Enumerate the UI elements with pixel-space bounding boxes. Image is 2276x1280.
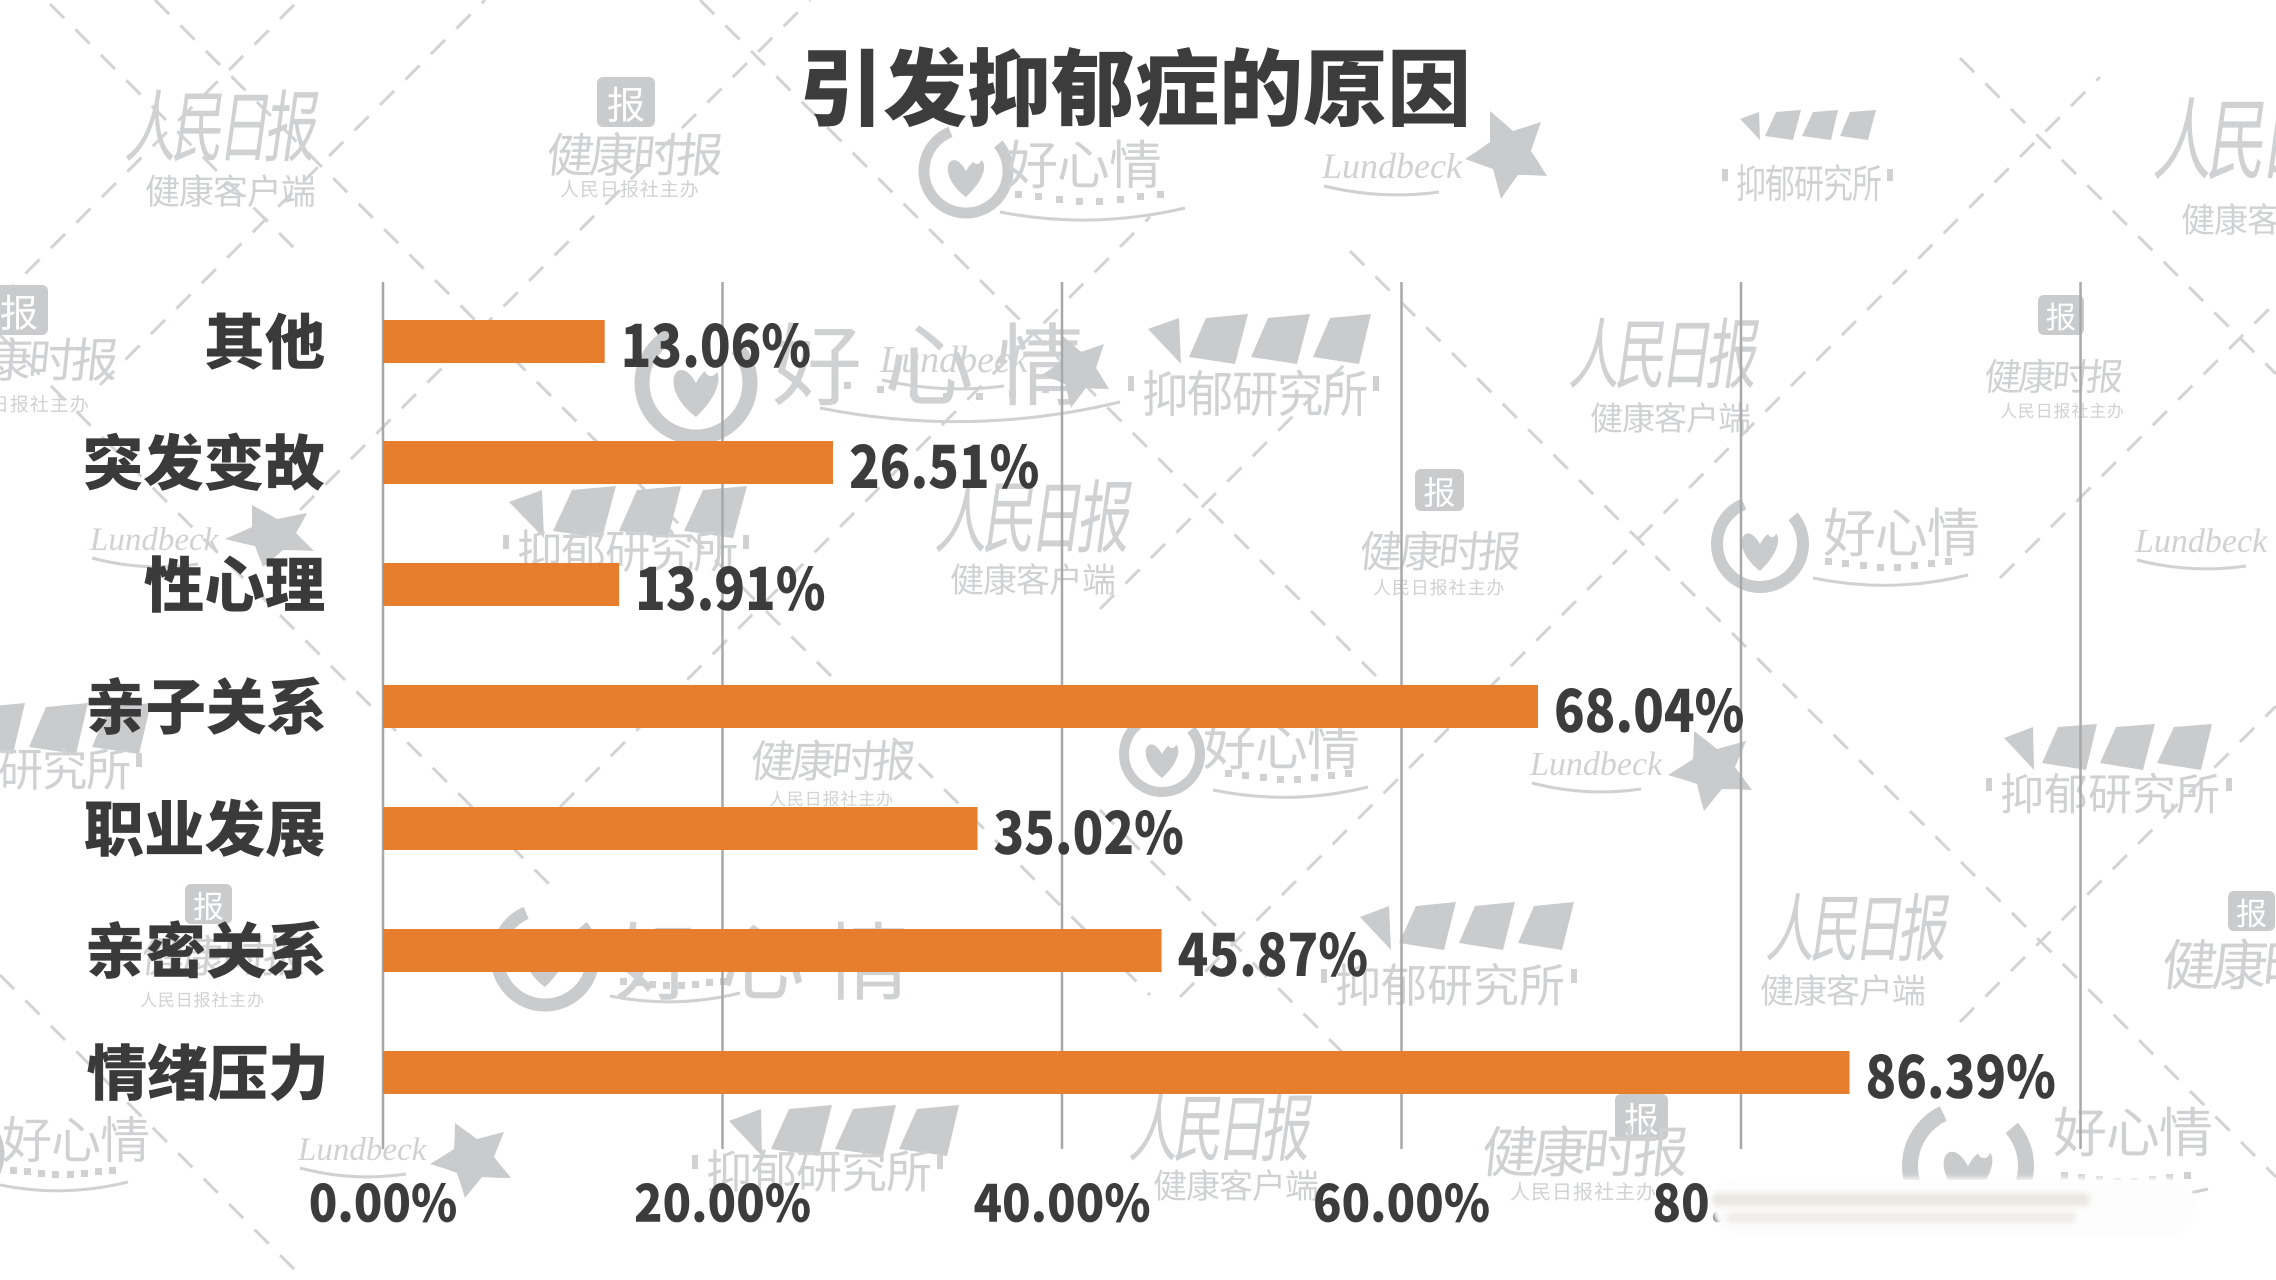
svg-text:Lundbeck: Lundbeck: [1529, 746, 1663, 783]
svg-text:Lundbeck: Lundbeck: [1321, 146, 1463, 186]
svg-text:Lundbeck: Lundbeck: [297, 1132, 428, 1168]
svg-text:Lundbeck: Lundbeck: [879, 339, 1029, 381]
svg-text:Lundbeck: Lundbeck: [89, 522, 220, 558]
svg-text:Lundbeck: Lundbeck: [2134, 523, 2268, 560]
